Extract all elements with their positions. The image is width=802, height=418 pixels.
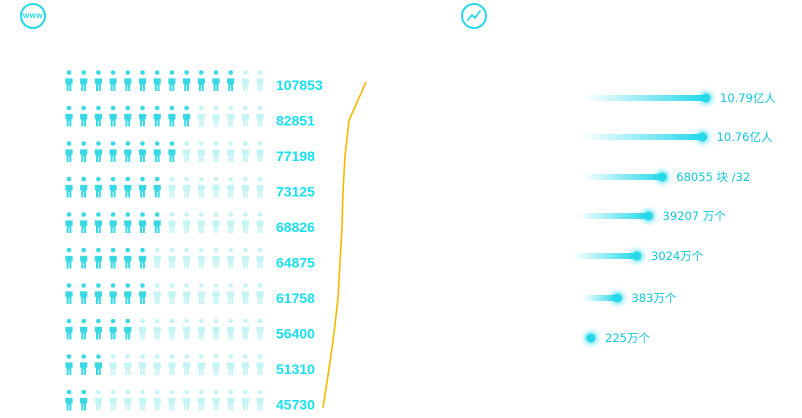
bullet-bar [577, 213, 649, 219]
bullet-head [632, 251, 642, 261]
bullet-label: 383万个 [631, 291, 676, 305]
row-value-label: 82851 [276, 113, 315, 129]
bullet-head [612, 293, 622, 303]
bullet-head [644, 211, 653, 221]
bullet-label: 10.76亿人 [717, 130, 773, 144]
bullet-head [701, 93, 711, 103]
trend-line [322, 81, 367, 408]
bullet-label: 10.79亿人 [720, 91, 776, 105]
bullet-label: 39207 万个 [663, 209, 727, 223]
row-value-label: 61758 [276, 290, 315, 306]
row-value-label: 64875 [276, 255, 315, 271]
row-value-label: 45730 [276, 397, 315, 413]
row-value-label: 73125 [276, 184, 315, 200]
row-value-label: 68826 [276, 219, 315, 235]
bullet-bar [583, 174, 663, 180]
trend-icon [461, 3, 487, 29]
bullet-bar [583, 95, 706, 101]
row-value-label: 77198 [276, 148, 315, 164]
bullet-bar [583, 295, 618, 301]
bullet-bar [583, 134, 703, 140]
bullet-head [586, 333, 596, 343]
bullet-bar [573, 253, 637, 259]
bullet-label: 68055 块 /32 [676, 170, 750, 184]
row-value-label: 56400 [276, 326, 315, 342]
pictograph-chart: 107853 82851 77198 73125 68826 64875 61758 5640… [65, 70, 367, 413]
bullet-head [698, 132, 708, 142]
www-icon: www [20, 3, 46, 29]
bullet-head [657, 172, 667, 182]
row-value-label: 51310 [276, 361, 315, 377]
bullet-label: 3024万个 [651, 249, 704, 263]
www-icon-text: www [22, 11, 44, 20]
row-value-label: 107853 [276, 77, 323, 93]
bullet-label: 225万个 [605, 331, 650, 345]
